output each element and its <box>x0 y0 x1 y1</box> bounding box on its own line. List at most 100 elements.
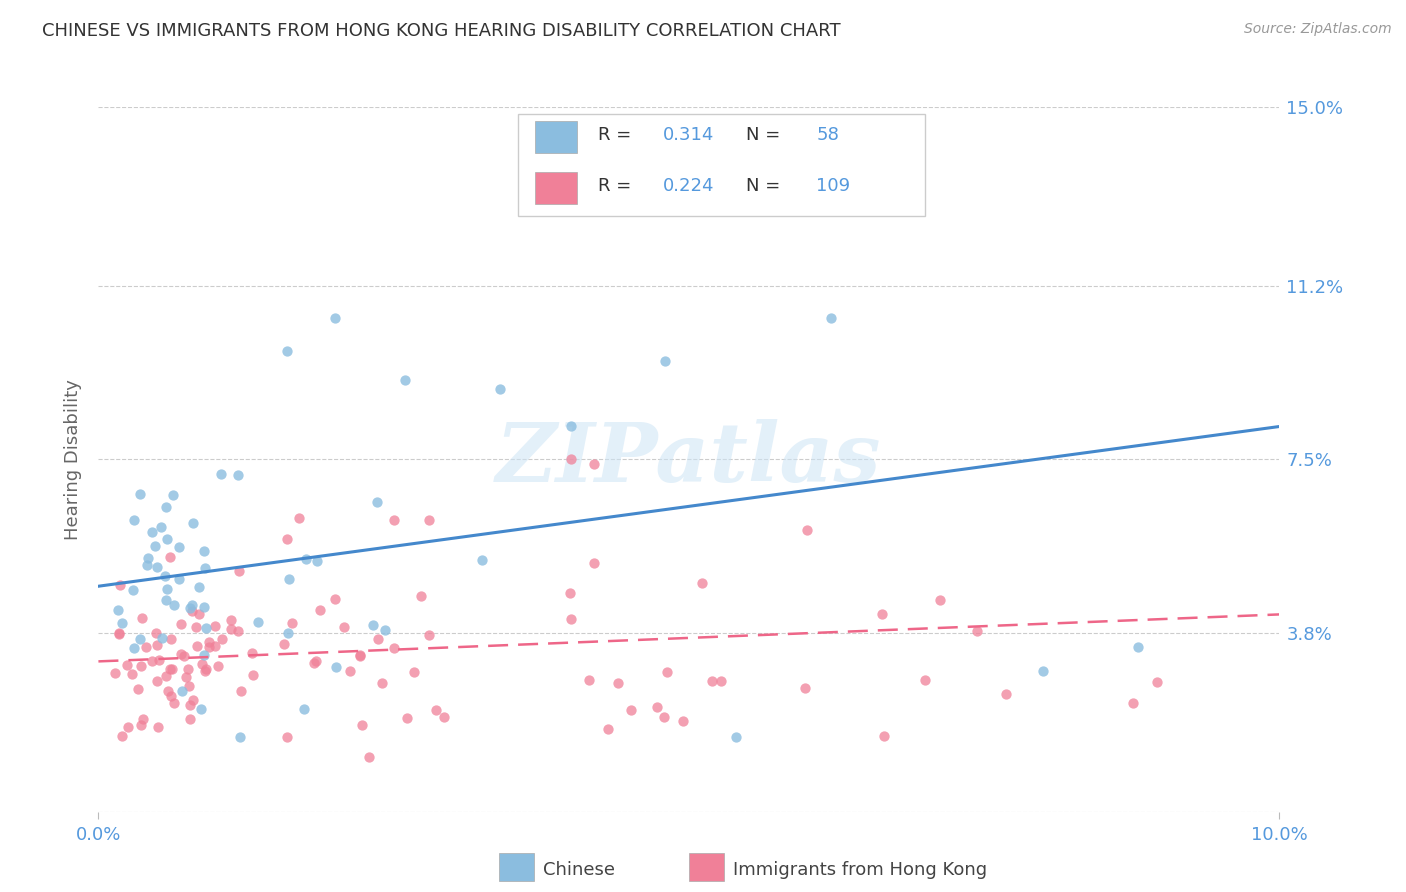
Point <box>136 558 159 572</box>
Point <box>159 662 181 676</box>
Text: 0.314: 0.314 <box>664 127 714 145</box>
Point <box>150 631 173 645</box>
Text: R =: R = <box>598 127 637 145</box>
Point <box>370 676 392 690</box>
Point <box>366 495 388 509</box>
Point <box>173 649 195 664</box>
Point <box>194 561 217 575</box>
Point <box>277 626 299 640</box>
Point <box>146 720 169 734</box>
Point <box>352 718 374 732</box>
Point <box>155 500 177 515</box>
Point <box>155 593 177 607</box>
Point <box>325 659 347 673</box>
Point <box>560 419 582 434</box>
Point <box>308 603 330 617</box>
Point <box>128 487 150 501</box>
Point <box>177 679 200 693</box>
Point <box>107 626 129 640</box>
Point <box>645 700 668 714</box>
Point <box>148 653 170 667</box>
Point <box>122 582 145 597</box>
Point <box>191 657 214 671</box>
Point <box>471 553 494 567</box>
Point <box>273 637 295 651</box>
Text: ZIPatlas: ZIPatlas <box>496 419 882 500</box>
Point <box>128 632 150 646</box>
Point <box>288 511 311 525</box>
Point <box>121 666 143 681</box>
Text: CHINESE VS IMMIGRANTS FROM HONG KONG HEARING DISABILITY CORRELATION CHART: CHINESE VS IMMIGRANTS FROM HONG KONG HEA… <box>42 22 841 40</box>
Point <box>179 698 201 713</box>
Point <box>246 615 269 630</box>
Point <box>219 622 242 636</box>
Point <box>104 665 127 680</box>
Point <box>349 649 371 664</box>
Point <box>181 598 204 612</box>
Text: 109: 109 <box>817 177 851 195</box>
Point <box>794 681 817 695</box>
Point <box>418 513 440 527</box>
Point <box>229 683 252 698</box>
Point <box>870 607 893 622</box>
Point <box>179 601 201 615</box>
Point <box>117 721 139 735</box>
Point <box>170 647 193 661</box>
Point <box>655 665 678 679</box>
Point <box>620 702 643 716</box>
Point <box>226 624 249 638</box>
Point <box>146 638 169 652</box>
Point <box>193 648 215 662</box>
Point <box>796 523 818 537</box>
Point <box>966 624 988 638</box>
Point <box>184 620 207 634</box>
Point <box>433 709 456 723</box>
Point <box>146 560 169 574</box>
Point <box>186 639 208 653</box>
Text: 0.224: 0.224 <box>664 177 714 195</box>
Point <box>654 353 676 368</box>
Point <box>1122 696 1144 710</box>
Point <box>188 607 211 622</box>
Point <box>141 654 163 668</box>
Point <box>598 722 620 736</box>
Point <box>159 689 181 703</box>
Point <box>994 687 1017 701</box>
Point <box>190 702 212 716</box>
Point <box>305 654 328 668</box>
Point <box>339 665 361 679</box>
Point <box>382 513 405 527</box>
Point <box>127 681 149 696</box>
Point <box>349 648 371 662</box>
Point <box>108 578 131 592</box>
Point <box>163 598 186 612</box>
Point <box>155 669 177 683</box>
Point <box>672 714 695 728</box>
Point <box>155 533 177 547</box>
Point <box>153 568 176 582</box>
Point <box>163 696 186 710</box>
Point <box>122 640 145 655</box>
Point <box>323 592 346 607</box>
Point <box>177 662 200 676</box>
Point <box>928 592 950 607</box>
Point <box>138 551 160 566</box>
Point <box>228 564 250 578</box>
Point <box>180 604 202 618</box>
Point <box>160 632 183 647</box>
Point <box>204 639 226 653</box>
Point <box>204 619 226 633</box>
Text: N =: N = <box>745 127 786 145</box>
Point <box>294 552 316 566</box>
Point <box>170 684 193 698</box>
Point <box>725 730 748 744</box>
Point <box>226 468 249 483</box>
Point <box>560 452 582 467</box>
FancyBboxPatch shape <box>536 171 576 203</box>
Point <box>361 618 384 632</box>
Point <box>211 632 233 647</box>
Point <box>357 750 380 764</box>
Point <box>131 658 153 673</box>
Text: R =: R = <box>598 177 637 195</box>
Text: Source: ZipAtlas.com: Source: ZipAtlas.com <box>1244 22 1392 37</box>
